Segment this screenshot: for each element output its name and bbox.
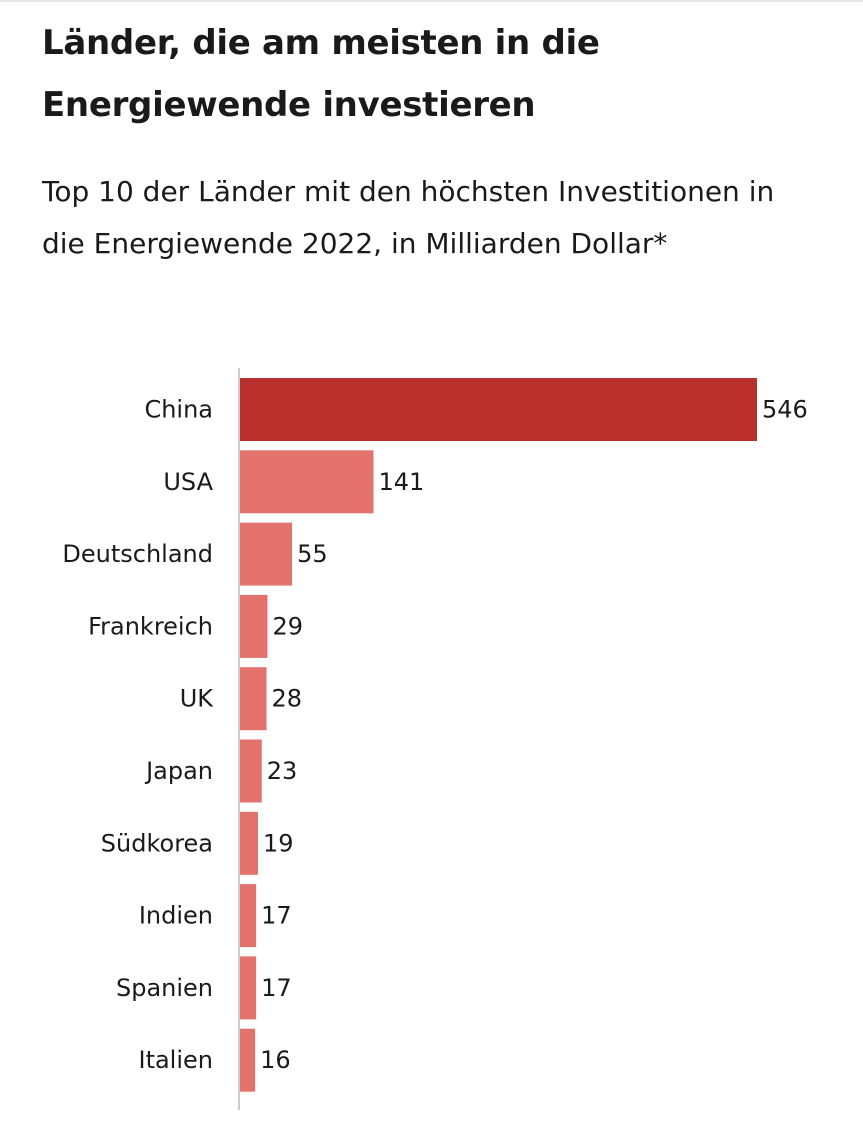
bar-usa — [240, 450, 374, 514]
category-label-frankreich: Frankreich — [88, 612, 213, 640]
value-label-deutschland: 55 — [297, 540, 328, 568]
value-label-japan: 23 — [267, 757, 298, 785]
category-label-suedkorea: Südkorea — [101, 829, 213, 857]
value-label-usa: 141 — [379, 468, 425, 496]
bar-indien — [240, 884, 257, 948]
chart-title: Länder, die am meisten in die Energiewen… — [42, 23, 600, 125]
value-label-china: 546 — [762, 396, 808, 424]
labels-layer: China 546 USA 141 Deutschland 55 Frankreich 29 U… — [62, 396, 807, 1075]
value-label-suedkorea: 19 — [263, 829, 294, 857]
value-label-spanien: 17 — [261, 974, 292, 1002]
value-label-uk: 28 — [272, 685, 303, 713]
category-label-deutschland: Deutschland — [62, 540, 213, 568]
category-label-indien: Indien — [139, 902, 213, 930]
category-label-usa: USA — [163, 468, 213, 496]
bar-japan — [240, 739, 262, 803]
category-label-china: China — [144, 396, 213, 424]
category-label-spanien: Spanien — [116, 974, 213, 1002]
value-label-frankreich: 29 — [272, 612, 303, 640]
bar-frankreich — [240, 594, 268, 658]
value-label-italien: 16 — [260, 1046, 291, 1074]
bar-suedkorea — [240, 811, 258, 875]
top-divider — [0, 0, 863, 2]
bar-deutschland — [240, 522, 293, 586]
category-label-japan: Japan — [144, 757, 213, 785]
bar-italien — [240, 1028, 256, 1092]
chart-subtitle: Top 10 der Länder mit den höchsten Inves… — [42, 175, 775, 260]
bar-spanien — [240, 956, 257, 1020]
value-label-indien: 17 — [261, 902, 292, 930]
category-label-italien: Italien — [138, 1046, 213, 1074]
bar-uk — [240, 667, 267, 731]
category-label-uk: UK — [180, 685, 215, 713]
bar-china — [240, 378, 757, 441]
bars-layer — [240, 378, 757, 1092]
